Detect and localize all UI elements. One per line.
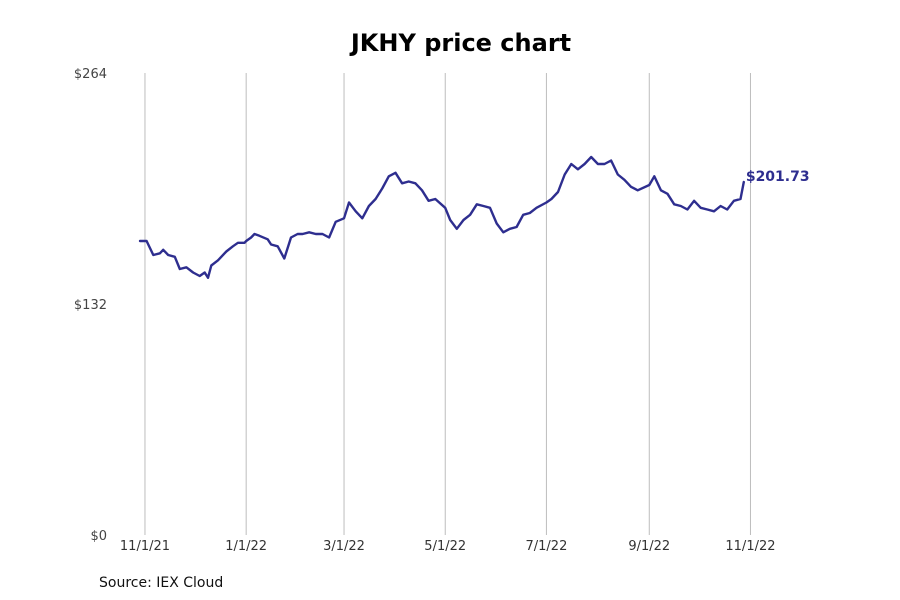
chart-title: JKHY price chart <box>349 29 571 57</box>
y-tick-label: $132 <box>74 298 107 313</box>
x-tick-label: 9/1/22 <box>628 539 670 554</box>
y-tick-label: $264 <box>74 67 107 82</box>
price-series-line <box>138 155 745 279</box>
source-credit: Source: IEX Cloud <box>99 575 223 591</box>
x-axis-ticks: 11/1/21 1/1/22 3/1/22 5/1/22 7/1/22 9/1/22 11/… <box>120 539 776 554</box>
last-price-label: $201.73 <box>746 169 810 185</box>
y-tick-label: $0 <box>90 529 107 544</box>
x-tick-label: 11/1/22 <box>725 539 775 554</box>
x-tick-label: 1/1/22 <box>225 539 267 554</box>
x-tick-label: 3/1/22 <box>323 539 365 554</box>
y-axis-ticks: $264 $132 $0 <box>74 67 107 544</box>
grid-lines <box>144 73 751 535</box>
x-tick-label: 5/1/22 <box>424 539 466 554</box>
x-tick-label: 7/1/22 <box>526 539 568 554</box>
x-tick-label: 11/1/21 <box>120 539 170 554</box>
